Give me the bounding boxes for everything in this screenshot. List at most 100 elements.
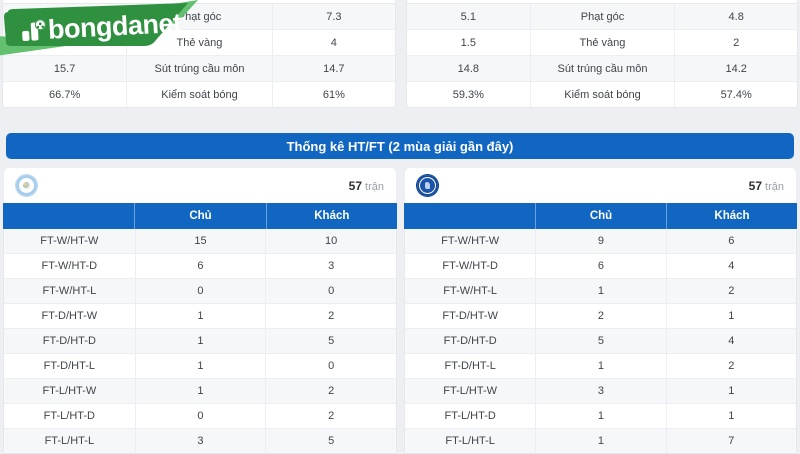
stat-value: 3 — [134, 429, 266, 453]
stat-label: FT-L/HT-D — [444, 410, 496, 422]
stat-label: FT-W/HT-D — [442, 260, 498, 272]
stat-label: Sút trúng cầu môn — [126, 56, 271, 81]
stat-value: 3 — [265, 254, 396, 278]
stat-value: 4 — [665, 329, 796, 353]
table-row: FT-D/HT-D 1 5 — [4, 328, 396, 353]
stat-label: Kiểm soát bóng — [529, 82, 675, 107]
stat-value: 7.3 — [271, 4, 395, 29]
table-row: 1.5 Thẻ vàng 2 — [407, 29, 797, 55]
stat-value: 2 — [665, 354, 796, 378]
stat-value: 1 — [665, 404, 796, 428]
stat-value: 1.5 — [460, 36, 476, 49]
stat-value: 5 — [535, 329, 665, 353]
stat-label: FT-L/HT-L — [44, 435, 95, 447]
stat-value: 15 — [134, 229, 266, 253]
stat-value: 1 — [535, 404, 665, 428]
header-empty — [404, 203, 535, 229]
htft-column-headers-left: Chủ Khách — [3, 203, 397, 229]
table-row: FT-L/HT-D 0 2 — [4, 403, 396, 428]
stat-label: FT-W/HT-D — [41, 260, 98, 272]
matches-number: 57 — [748, 178, 763, 193]
logo-ribbon-shape — [0, 0, 198, 56]
stat-value: 0 — [134, 404, 266, 428]
htft-panel-left: 57 trận Chủ Khách FT-W/HT-W 15 10 FT-W/HT-D 6… — [3, 167, 397, 454]
stat-value: 1 — [134, 329, 266, 353]
stat-value: 2 — [665, 279, 796, 303]
table-row: 66.7% Kiểm soát bóng 61% — [3, 81, 395, 107]
table-row: 14.8 Sút trúng cầu môn 14.2 — [407, 55, 797, 81]
stat-value: 2 — [265, 379, 396, 403]
stat-value: 1 — [134, 354, 266, 378]
stat-label: Phạt góc — [529, 4, 675, 29]
htft-section-title: Thống kê HT/FT (2 mùa giải gần đây) — [6, 133, 794, 159]
stat-value: 6 — [535, 254, 665, 278]
manchester-city-badge-icon — [16, 175, 37, 196]
table-row: FT-D/HT-L 1 0 — [4, 353, 396, 378]
table-row: FT-W/HT-W 9 6 — [405, 229, 796, 253]
stat-value: 15.7 — [53, 62, 76, 75]
bongdanet-logo[interactable]: bongdanet — [0, 0, 202, 60]
htft-column-headers-right: Chủ Khách — [404, 203, 797, 229]
stat-label: FT-D/HT-L — [43, 360, 95, 372]
stat-value: 9 — [535, 229, 665, 253]
stat-value: 2 — [265, 404, 396, 428]
cutoff-row-divider — [3, 0, 395, 4]
table-row: FT-W/HT-W 15 10 — [4, 229, 396, 253]
stat-label: Sút trúng cầu môn — [529, 56, 675, 81]
cutoff-row-divider — [407, 0, 797, 4]
stat-label: FT-W/HT-L — [443, 285, 498, 297]
bongdanet-chart-ball-icon — [22, 18, 47, 41]
stat-value: 1 — [535, 279, 665, 303]
stat-value: 2 — [535, 304, 665, 328]
table-row: FT-L/HT-D 1 1 — [405, 403, 796, 428]
matches-label: trận — [365, 180, 384, 193]
table-row: FT-D/HT-L 1 2 — [405, 353, 796, 378]
htft-panel-right: 57 trận Chủ Khách FT-W/HT-W 9 6 FT-W/HT-D 6 4 F… — [404, 167, 797, 454]
stat-value: 4 — [665, 254, 796, 278]
stat-value: 6 — [665, 229, 796, 253]
table-row: FT-D/HT-W 1 2 — [4, 303, 396, 328]
table-row: 59.3% Kiểm soát bóng 57.4% — [407, 81, 797, 107]
stat-value: 66.7% — [49, 88, 81, 101]
stat-value: 14.8 — [457, 62, 480, 75]
stat-value: 0 — [265, 279, 396, 303]
stat-label: FT-W/HT-L — [42, 285, 97, 297]
header-away: Khách — [666, 203, 797, 229]
table-row: FT-D/HT-D 5 4 — [405, 328, 796, 353]
matches-label: trận — [765, 180, 784, 193]
table-row: FT-L/HT-W 1 2 — [4, 378, 396, 403]
table-row: 15.7 Sút trúng cầu môn 14.7 — [3, 55, 395, 81]
table-row: FT-L/HT-L 3 5 — [4, 428, 396, 453]
stat-label: FT-D/HT-L — [444, 360, 496, 372]
stat-value: 1 — [535, 354, 665, 378]
stat-value: 5.1 — [460, 10, 476, 23]
htft-rows-left: FT-W/HT-W 15 10 FT-W/HT-D 6 3 FT-W/HT-L 0 0 FT-D/… — [3, 229, 397, 454]
stat-value: 14.2 — [674, 56, 797, 81]
stat-value: 4 — [271, 30, 395, 55]
stat-value: 6 — [134, 254, 266, 278]
match-stats-table-right: 5.1 Phạt góc 4.8 1.5 Thẻ vàng 2 14.8 Sút trúng … — [406, 0, 798, 108]
stat-value: 1 — [134, 304, 266, 328]
table-row: FT-D/HT-W 2 1 — [405, 303, 796, 328]
stat-label: FT-D/HT-D — [443, 335, 497, 347]
stat-label: FT-L/HT-L — [445, 435, 495, 447]
stat-value: 1 — [535, 429, 665, 453]
stat-value: 3 — [535, 379, 665, 403]
stat-label: FT-L/HT-D — [43, 410, 95, 422]
table-row: FT-L/HT-L 1 7 — [405, 428, 796, 453]
table-row: 5.1 Phạt góc 4.8 — [407, 4, 797, 29]
stat-label: FT-W/HT-W — [40, 235, 99, 247]
stat-label: FT-D/HT-W — [442, 310, 498, 322]
header-away: Khách — [265, 203, 397, 229]
stat-label: Kiểm soát bóng — [126, 82, 271, 107]
stat-value: 5 — [265, 329, 396, 353]
header-home: Chủ — [134, 203, 265, 229]
stat-value: 7 — [665, 429, 796, 453]
stat-value: 59.3% — [452, 88, 484, 101]
stat-label: FT-W/HT-W — [441, 235, 500, 247]
stat-label: FT-L/HT-W — [443, 385, 498, 397]
stat-value: 5 — [265, 429, 396, 453]
table-row: FT-W/HT-D 6 4 — [405, 253, 796, 278]
stat-value: 0 — [134, 279, 266, 303]
stat-value: 2 — [674, 30, 797, 55]
